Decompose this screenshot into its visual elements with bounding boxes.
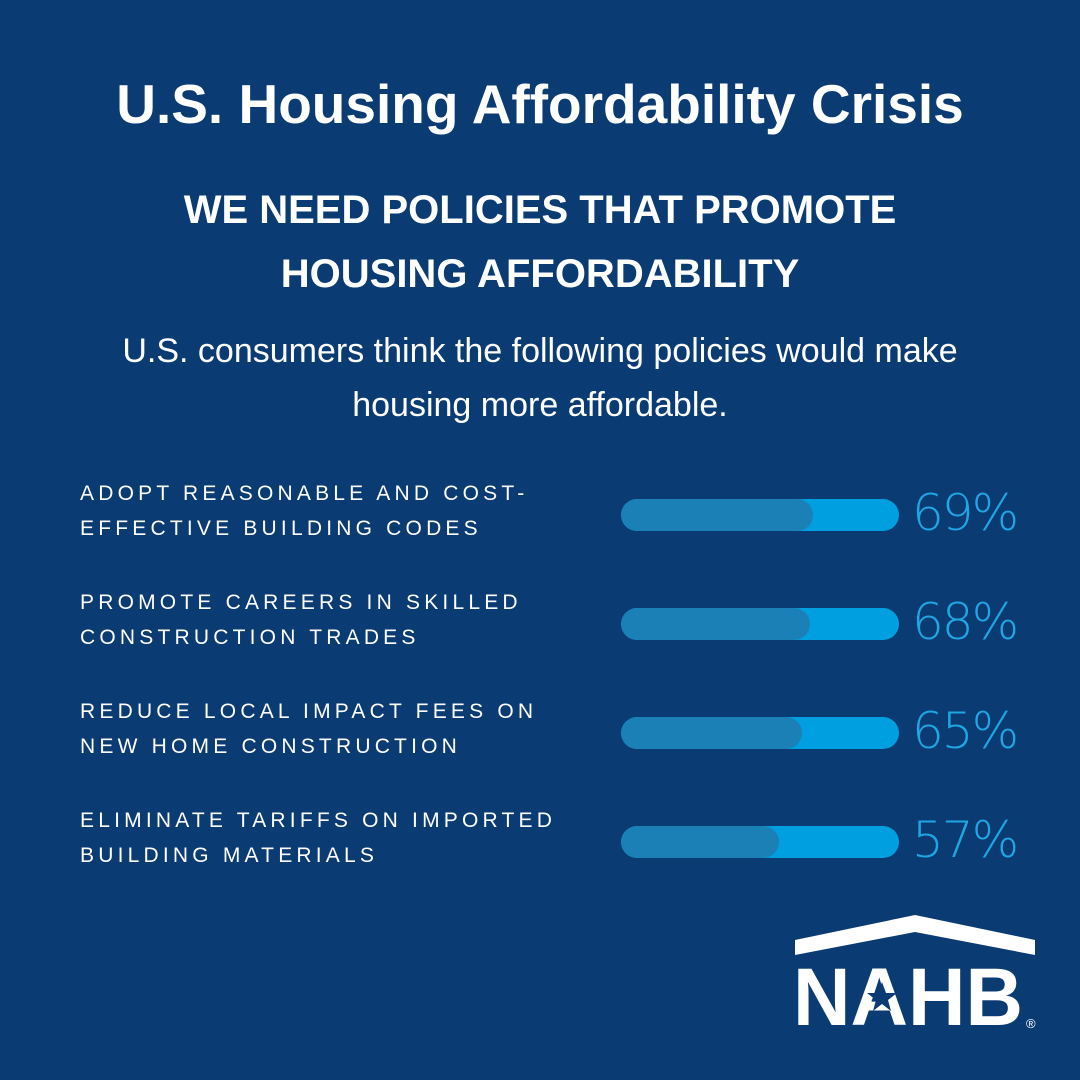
description: U.S. consumers think the following polic… — [0, 324, 1080, 432]
bar-row: REDUCE LOCAL IMPACT FEES ON NEW HOME CON… — [0, 694, 1080, 774]
subtitle-line: WE NEED POLICIES THAT PROMOTE — [183, 188, 897, 232]
subtitle: WE NEED POLICIES THAT PROMOTE HOUSING AF… — [0, 178, 1080, 306]
description-line: housing more affordable. — [352, 386, 728, 424]
bar-track — [621, 826, 899, 858]
description-line: U.S. consumers think the following polic… — [122, 332, 958, 370]
bar-label-line: BUILDING MATERIALS — [80, 844, 379, 867]
bar-label-line: PROMOTE CAREERS IN SKILLED — [80, 591, 522, 614]
bar-fill — [621, 608, 811, 640]
bar-track — [621, 717, 899, 749]
bar-row: PROMOTE CAREERS IN SKILLED CONSTRUCTION … — [0, 585, 1080, 665]
bar-value-label: 68% — [912, 593, 1019, 651]
bar-track — [621, 608, 899, 640]
bar-fill — [621, 826, 780, 858]
bar-label-line: ELIMINATE TARIFFS ON IMPORTED — [80, 809, 557, 832]
bar-label-line: CONSTRUCTION TRADES — [80, 626, 420, 649]
star-icon — [867, 982, 897, 1011]
svg-text:®: ® — [1026, 1016, 1036, 1031]
bar-label-line: ADOPT REASONABLE AND COST- — [80, 482, 529, 505]
page-title: U.S. Housing Affordability Crisis — [116, 73, 964, 135]
bar-label: ELIMINATE TARIFFS ON IMPORTED BUILDING M… — [80, 803, 580, 873]
bar-fill — [621, 499, 813, 531]
bar-label: REDUCE LOCAL IMPACT FEES ON NEW HOME CON… — [80, 694, 580, 764]
bar-label: PROMOTE CAREERS IN SKILLED CONSTRUCTION … — [80, 585, 580, 655]
subtitle-line: HOUSING AFFORDABILITY — [280, 252, 800, 296]
bar-fill — [621, 717, 802, 749]
bar-track — [621, 499, 899, 531]
bar-value-label: 65% — [912, 702, 1019, 760]
bar-row: ELIMINATE TARIFFS ON IMPORTED BUILDING M… — [0, 803, 1080, 883]
bar-value-label: 69% — [912, 484, 1019, 542]
bar-value-label: 57% — [912, 811, 1019, 869]
bar-label-line: NEW HOME CONSTRUCTION — [80, 735, 462, 758]
bar-label: ADOPT REASONABLE AND COST- EFFECTIVE BUI… — [80, 476, 580, 546]
svg-text:NAHB: NAHB — [793, 952, 1023, 1035]
bar-row: ADOPT REASONABLE AND COST- EFFECTIVE BUI… — [0, 476, 1080, 556]
bar-label-line: EFFECTIVE BUILDING CODES — [80, 517, 482, 540]
nahb-logo: NAHB ® — [793, 915, 1036, 1035]
bar-label-line: REDUCE LOCAL IMPACT FEES ON — [80, 700, 538, 723]
